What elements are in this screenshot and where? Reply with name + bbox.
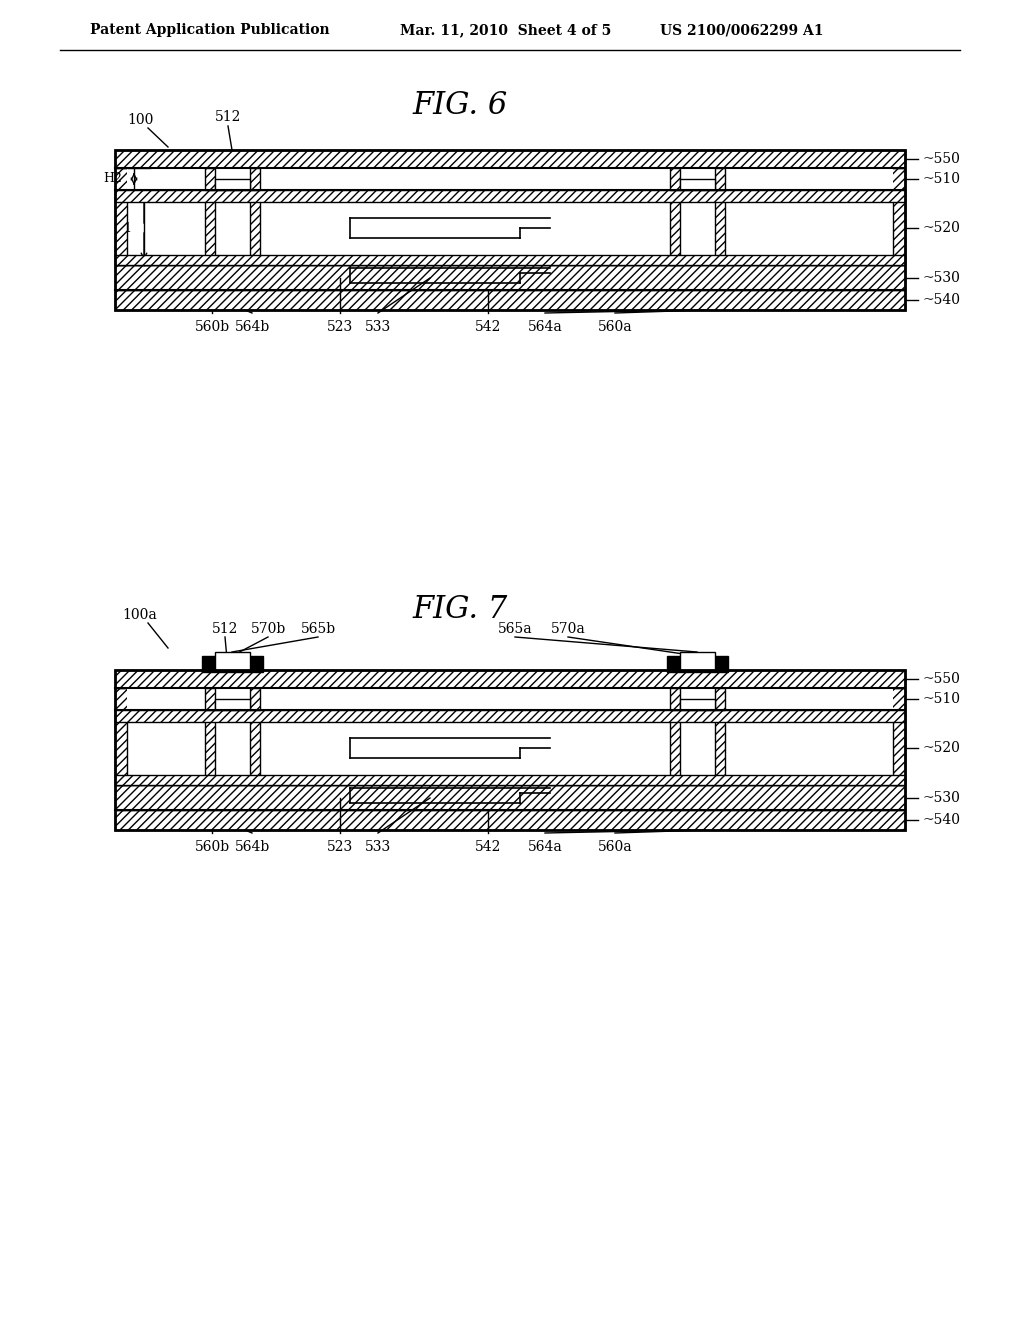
Bar bbox=[250, 688, 260, 710]
Bar bbox=[205, 688, 260, 710]
Bar bbox=[205, 710, 215, 785]
Bar bbox=[667, 656, 728, 672]
Text: 565b: 565b bbox=[300, 622, 336, 636]
Bar bbox=[715, 710, 725, 785]
Text: FIG. 6: FIG. 6 bbox=[413, 90, 508, 120]
Text: 560b: 560b bbox=[195, 840, 229, 854]
Text: ~530: ~530 bbox=[923, 791, 961, 805]
Bar bbox=[115, 190, 127, 265]
Text: 564a: 564a bbox=[527, 319, 562, 334]
Bar bbox=[115, 150, 905, 310]
Bar bbox=[115, 265, 905, 290]
Text: 565a: 565a bbox=[498, 622, 532, 636]
Bar bbox=[115, 168, 905, 190]
Text: 564a: 564a bbox=[527, 840, 562, 854]
Bar bbox=[893, 710, 905, 785]
Bar bbox=[115, 710, 905, 785]
Bar bbox=[205, 710, 260, 785]
Text: ~540: ~540 bbox=[923, 813, 961, 828]
Bar bbox=[127, 719, 893, 775]
Text: 564b: 564b bbox=[234, 840, 269, 854]
Text: ~540: ~540 bbox=[923, 293, 961, 308]
Bar bbox=[680, 180, 715, 190]
Text: 542: 542 bbox=[475, 840, 501, 854]
Bar bbox=[893, 190, 905, 265]
Text: 523: 523 bbox=[327, 840, 353, 854]
Text: ~550: ~550 bbox=[923, 152, 961, 166]
Text: H2: H2 bbox=[103, 173, 122, 186]
Text: ~550: ~550 bbox=[923, 672, 961, 686]
Bar bbox=[115, 710, 905, 722]
Bar bbox=[670, 190, 680, 265]
Bar bbox=[670, 688, 680, 710]
Bar bbox=[115, 190, 905, 202]
Bar bbox=[715, 688, 725, 710]
Bar bbox=[115, 671, 905, 688]
Text: ~520: ~520 bbox=[923, 741, 961, 755]
Text: 560b: 560b bbox=[195, 319, 229, 334]
Text: H1: H1 bbox=[113, 222, 132, 235]
Bar bbox=[205, 190, 215, 265]
Text: 100a: 100a bbox=[122, 609, 157, 622]
Bar bbox=[715, 168, 725, 190]
Text: ~510: ~510 bbox=[923, 692, 961, 706]
Bar bbox=[670, 168, 725, 190]
Bar bbox=[115, 190, 905, 265]
Bar bbox=[115, 810, 905, 830]
Text: 542: 542 bbox=[475, 319, 501, 334]
Bar bbox=[670, 168, 680, 190]
Bar bbox=[215, 652, 250, 671]
Bar bbox=[205, 688, 215, 710]
Bar bbox=[250, 710, 260, 785]
Bar bbox=[215, 700, 250, 710]
Bar bbox=[115, 150, 905, 168]
Bar bbox=[127, 168, 893, 190]
Bar bbox=[680, 700, 715, 710]
Text: US 2100/0062299 A1: US 2100/0062299 A1 bbox=[660, 22, 823, 37]
Bar bbox=[250, 190, 260, 265]
Text: 570b: 570b bbox=[251, 622, 286, 636]
Bar bbox=[127, 201, 893, 255]
Bar bbox=[215, 180, 250, 190]
Bar bbox=[115, 775, 905, 785]
Text: 512: 512 bbox=[212, 622, 239, 636]
Bar bbox=[205, 190, 260, 265]
Text: Mar. 11, 2010  Sheet 4 of 5: Mar. 11, 2010 Sheet 4 of 5 bbox=[400, 22, 611, 37]
Text: ~530: ~530 bbox=[923, 271, 961, 285]
Bar bbox=[115, 671, 905, 830]
Bar bbox=[250, 168, 260, 190]
Bar bbox=[680, 652, 715, 671]
Text: 570a: 570a bbox=[551, 622, 586, 636]
Text: 533: 533 bbox=[365, 840, 391, 854]
Bar bbox=[670, 688, 725, 710]
Text: 533: 533 bbox=[365, 319, 391, 334]
Bar bbox=[670, 710, 725, 785]
Text: 564b: 564b bbox=[234, 319, 269, 334]
Text: 560a: 560a bbox=[598, 840, 632, 854]
Text: FIG. 7: FIG. 7 bbox=[413, 594, 508, 626]
Text: 512: 512 bbox=[215, 110, 242, 124]
Bar bbox=[260, 168, 670, 190]
Bar bbox=[127, 688, 893, 710]
Bar bbox=[115, 290, 905, 310]
Bar bbox=[115, 710, 127, 785]
Bar bbox=[202, 656, 263, 672]
Bar bbox=[205, 168, 260, 190]
Bar bbox=[115, 671, 905, 830]
Bar bbox=[115, 688, 905, 710]
Bar bbox=[115, 785, 905, 810]
Text: ~510: ~510 bbox=[923, 172, 961, 186]
Bar bbox=[715, 190, 725, 265]
Bar bbox=[205, 168, 215, 190]
Bar bbox=[115, 150, 905, 310]
Text: 560a: 560a bbox=[598, 319, 632, 334]
Bar bbox=[260, 688, 670, 710]
Text: 523: 523 bbox=[327, 319, 353, 334]
Text: Patent Application Publication: Patent Application Publication bbox=[90, 22, 330, 37]
Bar bbox=[670, 190, 725, 265]
Text: ~520: ~520 bbox=[923, 220, 961, 235]
Bar bbox=[670, 710, 680, 785]
Text: 100: 100 bbox=[127, 114, 154, 127]
Bar bbox=[115, 255, 905, 265]
